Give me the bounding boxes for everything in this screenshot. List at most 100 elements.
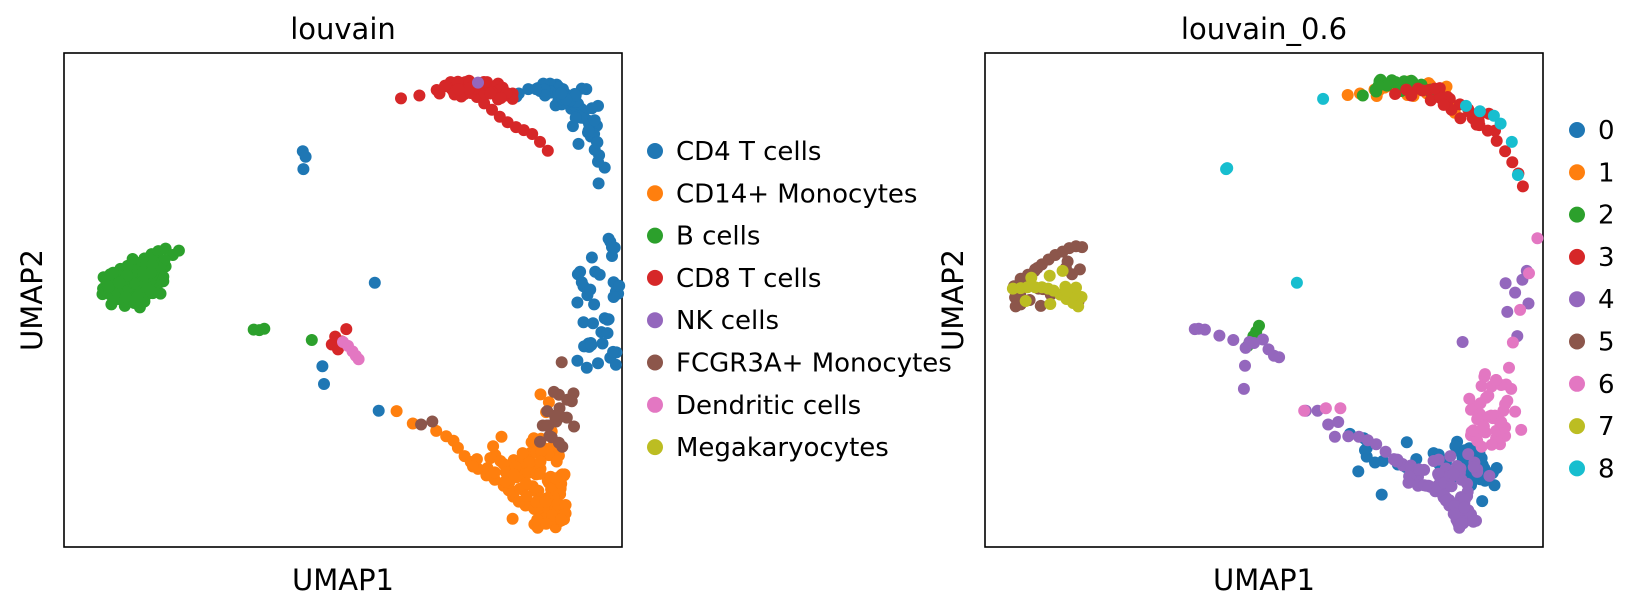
data-point-cd14-monocytes xyxy=(484,452,497,465)
data-point-7 xyxy=(1060,284,1073,297)
data-point-cd8-t-cells xyxy=(439,79,452,92)
legend-marker-megakaryocytes xyxy=(647,439,663,456)
legend-label-megakaryocytes: Megakaryocytes xyxy=(676,433,889,463)
data-point-cd4-t-cells xyxy=(582,124,595,137)
data-point-6 xyxy=(1463,392,1476,405)
data-point-7 xyxy=(1072,300,1085,313)
data-point-6 xyxy=(1475,440,1488,453)
legend-marker-8 xyxy=(1569,460,1585,477)
legend-label-nk-cells: NK cells xyxy=(676,306,779,336)
x-axis-label: UMAP1 xyxy=(1213,563,1315,597)
legend-label-2: 2 xyxy=(1598,201,1615,231)
legend-marker-cd4-t-cells xyxy=(647,143,663,159)
data-point-cd14-monocytes xyxy=(430,424,443,437)
legend-marker-2 xyxy=(1569,206,1585,223)
data-point-0 xyxy=(1488,479,1501,492)
data-point-2 xyxy=(1356,89,1369,102)
data-point-4 xyxy=(1499,277,1512,290)
legend-marker-b-cells xyxy=(647,227,663,244)
data-point-cd8-t-cells xyxy=(486,103,498,116)
data-point-fcgr3a-monocytes xyxy=(568,420,580,433)
data-point-cd14-monocytes xyxy=(550,455,563,468)
data-point-8 xyxy=(1511,169,1524,181)
data-point-cd8-t-cells xyxy=(413,89,426,102)
legend-label-fcgr3a-monocytes: FCGR3A+ Monocytes xyxy=(676,349,952,379)
data-point-6 xyxy=(1477,420,1490,433)
data-point-cd14-monocytes xyxy=(534,467,546,480)
data-point-b-cells xyxy=(121,269,134,282)
data-point-5 xyxy=(1073,263,1086,276)
data-point-3 xyxy=(1389,88,1402,100)
data-point-cd4-t-cells xyxy=(318,378,330,390)
legend-marker-7 xyxy=(1569,418,1585,435)
data-point-6 xyxy=(1467,424,1480,437)
data-point-4 xyxy=(1467,461,1480,473)
data-point-fcgr3a-monocytes xyxy=(555,356,568,369)
data-point-fcgr3a-monocytes xyxy=(547,385,560,398)
data-point-cd14-monocytes xyxy=(539,495,552,508)
data-point-b-cells xyxy=(172,244,185,257)
data-point-cd8-t-cells xyxy=(526,128,539,140)
data-point-cd8-t-cells xyxy=(484,87,497,100)
legend-label-0: 0 xyxy=(1598,116,1615,146)
data-point-3 xyxy=(1437,98,1450,111)
data-point-4 xyxy=(1458,501,1471,514)
data-point-3 xyxy=(1506,156,1519,169)
data-point-4 xyxy=(1390,455,1403,468)
data-point-4 xyxy=(1239,359,1251,372)
data-point-cd14-monocytes xyxy=(499,475,512,488)
data-point-5 xyxy=(1014,272,1027,285)
data-point-7 xyxy=(1056,264,1069,277)
data-point-4 xyxy=(1379,445,1392,458)
data-point-cd4-t-cells xyxy=(592,357,604,370)
data-point-cd8-t-cells xyxy=(494,92,507,104)
data-point-7 xyxy=(1070,281,1082,294)
data-point-cd4-t-cells xyxy=(596,337,609,350)
legend-label-b-cells: B cells xyxy=(676,222,760,252)
data-point-b-cells xyxy=(143,284,156,297)
data-point-4 xyxy=(1273,351,1286,364)
data-point-cd4-t-cells xyxy=(592,177,605,190)
data-point-cd14-monocytes xyxy=(534,455,547,468)
data-point-7 xyxy=(1025,271,1038,284)
panel-louvain: louvain UMAP1 UMAP2 CD4 T cells CD14+ Mon… xyxy=(15,12,952,597)
data-point-6 xyxy=(1474,397,1487,410)
data-point-2 xyxy=(1253,319,1265,332)
legend-marker-0 xyxy=(1569,122,1585,138)
scatter-points xyxy=(96,74,626,534)
data-point-4 xyxy=(1483,469,1496,482)
data-point-4 xyxy=(1413,463,1426,476)
data-point-8 xyxy=(1290,276,1303,289)
y-axis-label: UMAP2 xyxy=(15,249,49,351)
data-point-cd14-monocytes xyxy=(559,499,572,511)
data-point-3 xyxy=(1490,134,1503,147)
data-point-6 xyxy=(1515,423,1528,436)
data-point-b-cells xyxy=(258,322,271,335)
legend-marker-6 xyxy=(1569,375,1585,392)
data-point-6 xyxy=(1509,405,1522,418)
data-point-b-cells xyxy=(113,276,126,289)
data-point-4 xyxy=(1237,382,1250,395)
data-point-cd4-t-cells xyxy=(530,83,543,96)
data-point-cd4-t-cells xyxy=(601,313,614,326)
data-point-cd4-t-cells xyxy=(575,276,588,289)
data-point-6 xyxy=(1485,438,1498,451)
plot-title: louvain xyxy=(290,12,396,46)
data-point-6 xyxy=(1531,232,1544,245)
x-axis-label: UMAP1 xyxy=(292,563,394,597)
data-point-cd14-monocytes xyxy=(523,456,536,469)
legend-marker-cd8-t-cells xyxy=(647,269,663,286)
data-point-b-cells xyxy=(102,280,115,293)
data-point-3 xyxy=(1424,94,1437,107)
data-point-cd14-monocytes xyxy=(495,430,508,443)
data-point-b-cells xyxy=(121,259,134,272)
data-point-4 xyxy=(1522,297,1535,310)
legend-label-6: 6 xyxy=(1598,370,1615,400)
data-point-6 xyxy=(1490,424,1503,437)
data-point-4 xyxy=(1402,476,1415,489)
data-point-cd8-t-cells xyxy=(452,83,465,96)
legend-marker-dendritic-cells xyxy=(647,396,663,413)
data-point-4 xyxy=(1332,416,1345,428)
data-point-4 xyxy=(1445,480,1458,493)
